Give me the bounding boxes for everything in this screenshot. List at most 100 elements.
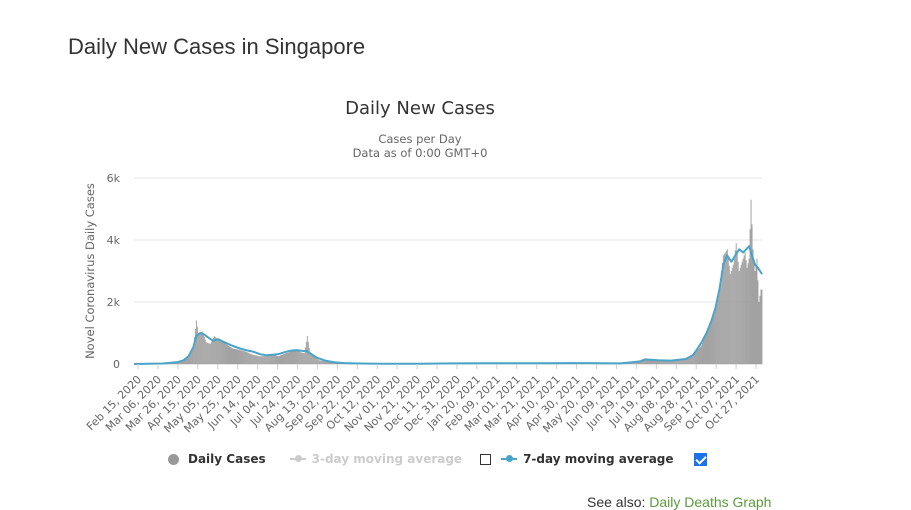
legend-label-7day-average: 7-day moving average: [523, 452, 673, 466]
daily-case-bar: [690, 357, 691, 364]
daily-case-bar: [317, 359, 318, 364]
daily-case-bar: [251, 354, 252, 364]
daily-case-bar: [264, 356, 265, 364]
daily-case-bar: [212, 340, 213, 364]
daily-case-bar: [693, 355, 694, 364]
daily-case-bar: [203, 334, 204, 364]
daily-case-bar: [755, 271, 756, 364]
daily-case-bar: [256, 356, 257, 364]
daily-case-bar: [247, 352, 248, 364]
daily-case-bar: [200, 332, 201, 364]
daily-case-bar: [728, 258, 729, 364]
y-tick-label: 6k: [107, 172, 121, 185]
daily-case-bar: [314, 356, 315, 364]
daily-case-bar: [278, 356, 279, 364]
daily-case-bar: [319, 360, 320, 364]
daily-case-bar: [702, 343, 703, 364]
daily-case-bar: [259, 356, 260, 364]
daily-case-bar: [292, 351, 293, 364]
daily-case-bar: [310, 354, 311, 364]
daily-case-bar: [724, 254, 725, 364]
legend-line-icon: [290, 458, 306, 460]
daily-case-bar: [692, 356, 693, 364]
checkbox-7day-average[interactable]: [694, 453, 707, 466]
daily-case-bar: [732, 268, 733, 364]
daily-case-bar: [731, 271, 732, 364]
daily-case-bar: [306, 342, 307, 364]
daily-case-bar: [734, 258, 735, 364]
daily-case-bar: [762, 290, 763, 364]
daily-case-bar: [744, 256, 745, 365]
daily-case-bar: [717, 296, 718, 364]
daily-case-bar: [297, 350, 298, 364]
daily-case-bar: [703, 340, 704, 364]
daily-case-bar: [218, 339, 219, 364]
daily-case-bar: [239, 350, 240, 364]
daily-case-bar: [266, 356, 267, 364]
daily-case-bar: [323, 361, 324, 364]
daily-case-bar: [265, 356, 266, 364]
daily-case-bar: [716, 300, 717, 364]
daily-case-bar: [738, 262, 739, 364]
checkbox-3day-average[interactable]: [480, 454, 491, 465]
daily-case-bar: [760, 296, 761, 364]
daily-case-bar: [691, 357, 692, 364]
daily-case-bar: [268, 356, 269, 364]
daily-case-bar: [293, 350, 294, 364]
legend-item-7day-average[interactable]: 7-day moving average: [501, 452, 673, 466]
daily-case-bar: [241, 351, 242, 364]
daily-case-bar: [296, 349, 297, 364]
daily-case-bar: [271, 355, 272, 364]
legend-item-3day-average[interactable]: 3-day moving average: [290, 452, 462, 466]
daily-case-bar: [221, 341, 222, 364]
daily-case-bar: [324, 361, 325, 364]
daily-case-bar: [711, 321, 712, 364]
daily-case-bar: [262, 356, 263, 364]
daily-case-bar: [748, 263, 749, 364]
daily-case-bar: [282, 355, 283, 364]
legend-label-3day-average: 3-day moving average: [312, 452, 462, 466]
legend-item-daily-cases[interactable]: Daily Cases: [168, 452, 266, 466]
daily-case-bar: [250, 354, 251, 364]
daily-case-bar: [213, 338, 214, 364]
daily-case-bar: [316, 358, 317, 364]
daily-case-bar: [726, 251, 727, 364]
daily-case-bar: [300, 352, 301, 364]
daily-case-bar: [257, 356, 258, 364]
daily-case-bar: [204, 337, 205, 364]
daily-case-bar: [211, 342, 212, 364]
daily-case-bar: [233, 349, 234, 365]
daily-case-bar: [305, 347, 306, 364]
daily-case-bar: [719, 287, 720, 365]
daily-case-bar: [727, 249, 728, 364]
daily-case-bar: [226, 344, 227, 364]
daily-case-bar: [275, 355, 276, 364]
daily-case-bar: [754, 260, 755, 364]
daily-case-bar: [267, 356, 268, 364]
daily-case-bar: [237, 349, 238, 364]
daily-case-bar: [743, 259, 744, 364]
daily-case-bar: [280, 355, 281, 364]
daily-case-bar: [730, 274, 731, 364]
daily-case-bar: [199, 333, 200, 364]
daily-case-bar: [312, 355, 313, 364]
daily-case-bar: [270, 355, 271, 364]
daily-case-bar: [287, 353, 288, 364]
daily-case-bar: [301, 352, 302, 364]
daily-case-bar: [228, 345, 229, 364]
daily-case-bar: [708, 328, 709, 364]
daily-case-bar: [224, 343, 225, 364]
daily-case-bar: [742, 262, 743, 364]
daily-case-bar: [735, 250, 736, 364]
daily-case-bar: [255, 355, 256, 364]
daily-case-bar: [714, 309, 715, 364]
daily-case-bar: [303, 353, 304, 364]
daily-case-bar: [243, 351, 244, 364]
daily-case-bar: [752, 225, 753, 365]
daily-case-bar: [294, 350, 295, 364]
daily-case-bar: [745, 252, 746, 364]
daily-case-bar: [291, 351, 292, 364]
daily-case-bar: [747, 268, 748, 364]
daily-case-bar: [261, 356, 262, 364]
